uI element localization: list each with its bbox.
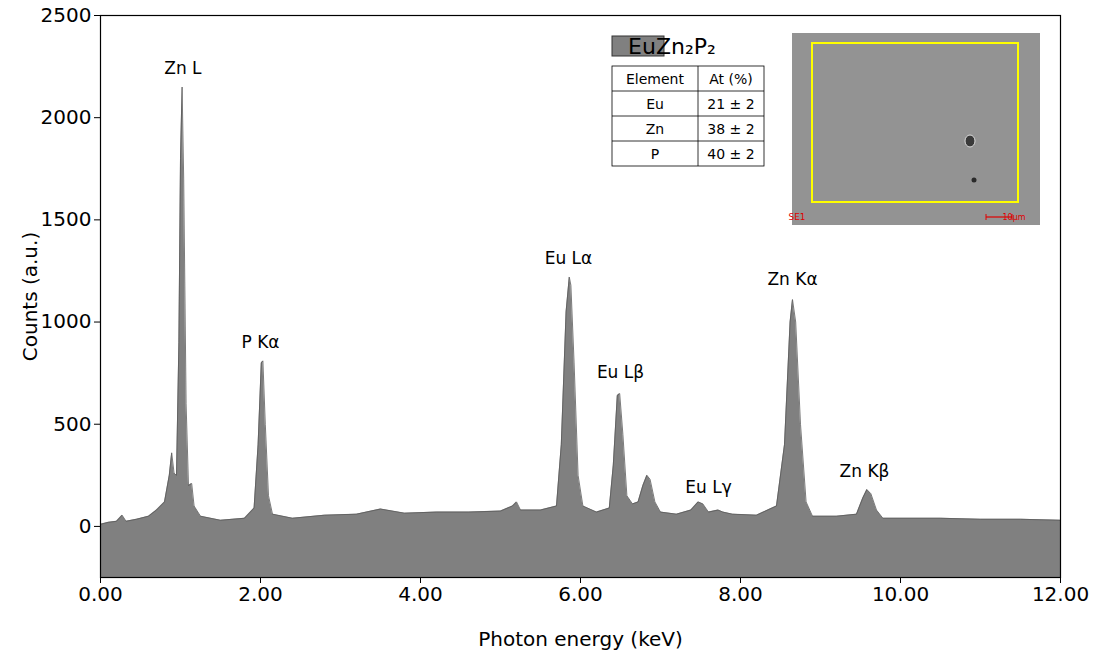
svg-text:P: P (651, 146, 659, 162)
svg-text:40 ± 2: 40 ± 2 (707, 146, 754, 162)
svg-text:6.00: 6.00 (558, 582, 603, 606)
svg-text:10.00: 10.00 (872, 582, 929, 606)
svg-text:EuZn₂P₂: EuZn₂P₂ (628, 34, 716, 59)
svg-text:SE1: SE1 (788, 212, 805, 222)
svg-text:Photon energy (keV): Photon energy (keV) (478, 627, 683, 651)
svg-text:Eu Lγ: Eu Lγ (685, 477, 731, 497)
svg-text:At (%): At (%) (709, 71, 753, 87)
svg-text:21 ± 2: 21 ± 2 (707, 96, 754, 112)
svg-text:0.00: 0.00 (78, 582, 123, 606)
svg-text:Zn L: Zn L (164, 58, 202, 78)
svg-text:Zn: Zn (646, 121, 664, 137)
svg-text:Eu Lα: Eu Lα (545, 248, 593, 268)
svg-text:2000: 2000 (41, 105, 92, 129)
svg-text:P Kα: P Kα (241, 332, 279, 352)
svg-text:4.00: 4.00 (398, 582, 443, 606)
svg-text:2.00: 2.00 (238, 582, 283, 606)
svg-text:8.00: 8.00 (718, 582, 763, 606)
svg-text:1000: 1000 (41, 309, 92, 333)
svg-text:Zn Kα: Zn Kα (767, 269, 817, 289)
svg-text:0: 0 (79, 514, 92, 538)
svg-text:12.00: 12.00 (1032, 582, 1089, 606)
svg-text:Zn Kβ: Zn Kβ (840, 461, 890, 481)
svg-text:Counts (a.u.): Counts (a.u.) (18, 232, 42, 361)
svg-text:Eu: Eu (646, 96, 664, 112)
svg-text:38 ± 2: 38 ± 2 (707, 121, 754, 137)
svg-text:2500: 2500 (41, 3, 92, 27)
svg-text:1500: 1500 (41, 207, 92, 231)
svg-text:Element: Element (626, 71, 684, 87)
svg-text:10µm: 10µm (1002, 213, 1025, 222)
svg-text:Eu Lβ: Eu Lβ (597, 362, 644, 382)
svg-text:500: 500 (53, 412, 91, 436)
